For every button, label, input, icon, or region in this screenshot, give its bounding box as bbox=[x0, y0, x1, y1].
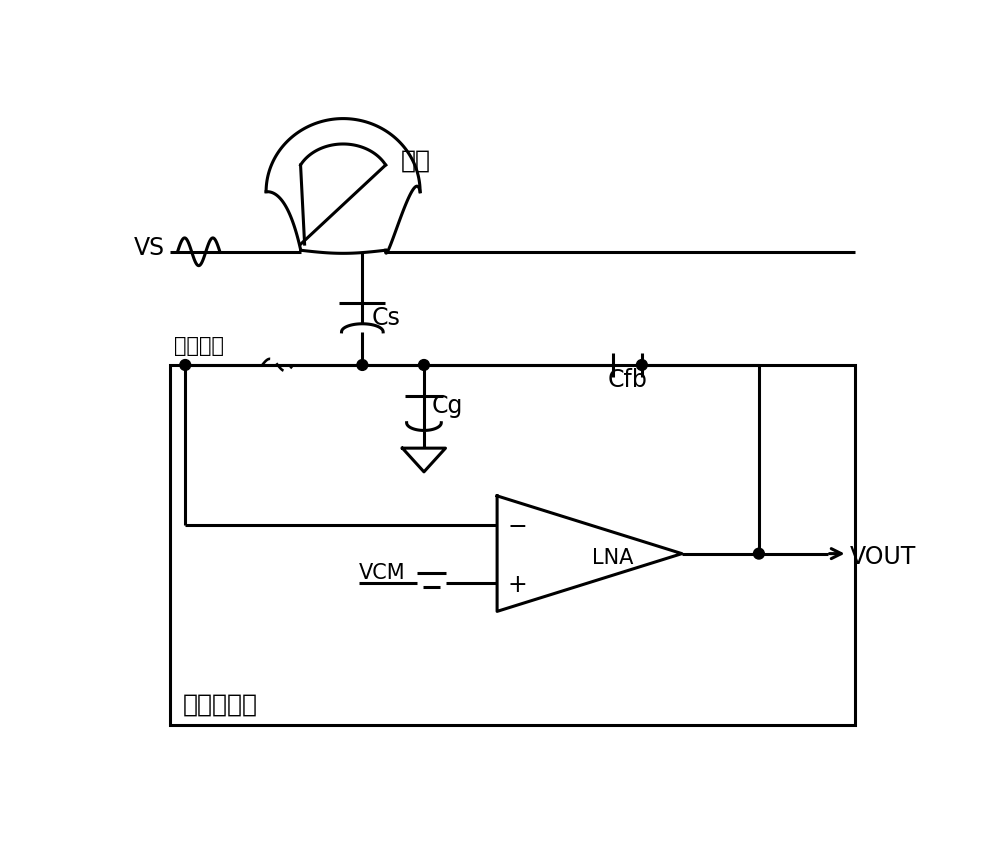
Text: −: − bbox=[507, 515, 527, 539]
Circle shape bbox=[419, 360, 429, 370]
Circle shape bbox=[754, 548, 764, 559]
Text: +: + bbox=[507, 573, 527, 597]
Text: 感应极板: 感应极板 bbox=[174, 335, 224, 356]
Text: 手指: 手指 bbox=[401, 148, 431, 173]
Text: VCM: VCM bbox=[358, 562, 405, 583]
Text: Cs: Cs bbox=[372, 306, 400, 329]
Circle shape bbox=[636, 360, 647, 370]
Text: Cfb: Cfb bbox=[607, 368, 647, 391]
Circle shape bbox=[357, 360, 368, 370]
Text: 电荷放大器: 电荷放大器 bbox=[183, 693, 258, 717]
Text: LNA: LNA bbox=[592, 548, 633, 567]
Text: VOUT: VOUT bbox=[850, 545, 916, 568]
Circle shape bbox=[180, 360, 191, 370]
Text: VS: VS bbox=[134, 236, 165, 260]
Bar bbox=[170, 365, 855, 724]
Text: Cg: Cg bbox=[432, 394, 463, 418]
